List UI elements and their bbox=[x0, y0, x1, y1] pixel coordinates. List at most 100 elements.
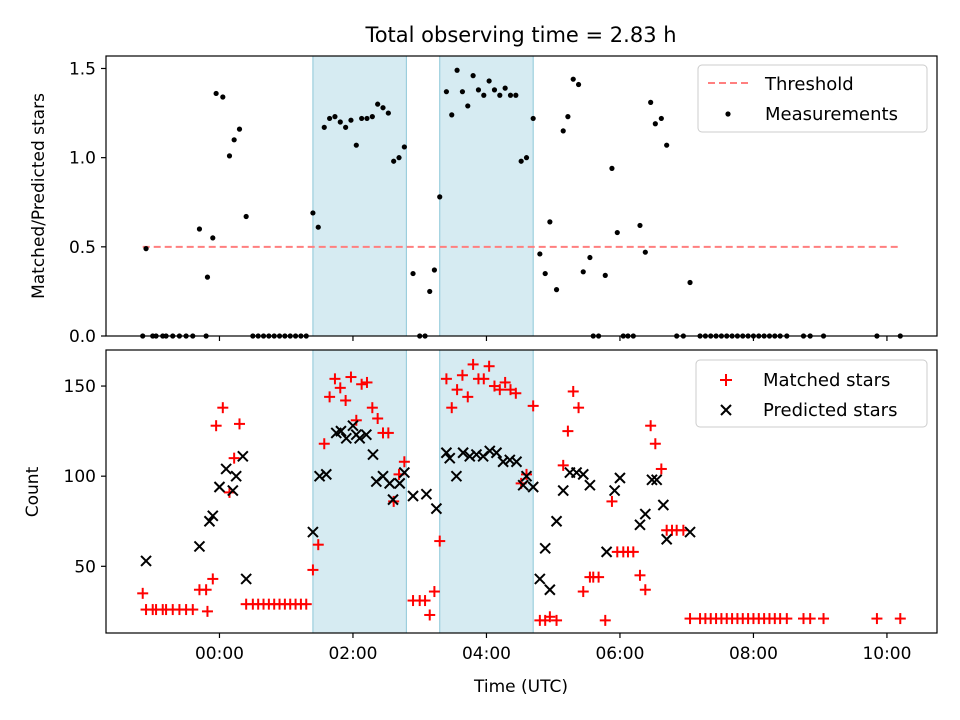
measurement-point bbox=[652, 121, 658, 127]
measurement-point bbox=[454, 67, 460, 73]
predicted-star-point bbox=[367, 448, 379, 461]
matched-star-point bbox=[356, 378, 368, 390]
measurement-point bbox=[348, 117, 354, 123]
matched-star-point bbox=[639, 584, 651, 596]
measurement-point bbox=[427, 288, 433, 295]
predicted-star-point bbox=[504, 454, 516, 466]
predicted-star-point bbox=[440, 447, 453, 459]
measurement-point bbox=[449, 112, 455, 118]
matched-star-point bbox=[366, 402, 378, 414]
predicted-star-point bbox=[639, 508, 652, 520]
shaded-interval-1 bbox=[312, 349, 407, 634]
matched-star-point bbox=[462, 391, 474, 403]
measurement-point bbox=[375, 101, 381, 107]
measurement-point bbox=[143, 246, 149, 252]
matched-star-point bbox=[207, 573, 219, 585]
matched-star-point bbox=[557, 459, 569, 471]
predicted-star-point bbox=[227, 484, 239, 497]
predicted-star-point bbox=[464, 450, 476, 463]
matched-star-point bbox=[200, 584, 212, 596]
measurement-point bbox=[315, 224, 321, 230]
matched-star-point bbox=[361, 376, 373, 388]
measurement-point bbox=[359, 115, 365, 122]
matched-star-point bbox=[521, 468, 533, 480]
measurement-point bbox=[401, 144, 407, 150]
matched-star-point bbox=[307, 564, 319, 576]
matched-star-point bbox=[567, 385, 579, 397]
measurement-point bbox=[609, 165, 615, 171]
measurement-point bbox=[213, 90, 219, 97]
measurement-point bbox=[243, 213, 249, 220]
predicted-star-point bbox=[510, 456, 523, 468]
predicted-star-point bbox=[140, 555, 152, 567]
bottom-x-axis: 00:00 02:00 04:00 06:00 08:00 10:00 bbox=[195, 633, 911, 664]
matched-star-point bbox=[372, 412, 384, 424]
measurement-point bbox=[560, 128, 566, 134]
top-panel: 0.0 0.5 1.0 1.5 Matched/Predicted stars Thr… bbox=[29, 55, 938, 347]
shaded-interval-2 bbox=[439, 55, 534, 337]
measurement-point bbox=[210, 235, 216, 241]
measurement-point bbox=[391, 158, 397, 164]
matched-star-point bbox=[428, 586, 440, 598]
matched-star-point bbox=[451, 384, 463, 396]
predicted-star-point bbox=[420, 488, 433, 500]
predicted-star-point bbox=[220, 463, 232, 475]
measurement-point bbox=[491, 87, 498, 93]
measurement-point bbox=[443, 89, 450, 95]
predicted-star-point bbox=[584, 479, 596, 491]
measurement-point bbox=[369, 114, 375, 120]
matched-star-point bbox=[312, 539, 324, 551]
matched-star-point bbox=[544, 611, 556, 623]
measurement-point bbox=[648, 99, 654, 105]
matched-star-point bbox=[593, 571, 605, 583]
matched-star-point bbox=[419, 595, 431, 607]
y-tick-label: 100 bbox=[64, 467, 96, 487]
predicted-star-point bbox=[230, 470, 242, 482]
matched-star-point bbox=[382, 427, 394, 439]
measurement-point bbox=[204, 274, 211, 280]
measurement-point bbox=[236, 126, 243, 132]
measurement-point bbox=[570, 76, 576, 82]
predicted-star-point bbox=[608, 484, 621, 497]
matched-star-point bbox=[645, 420, 657, 432]
matched-star-point bbox=[655, 463, 667, 475]
measurement-point bbox=[523, 155, 530, 161]
predicted-star-point bbox=[520, 470, 533, 482]
bottom-axes-frame bbox=[105, 349, 938, 634]
predicted-star-point bbox=[470, 448, 483, 461]
predicted-stars-legend-label: Predicted stars bbox=[763, 400, 897, 421]
bottom-legend: Matched stars Predicted stars bbox=[695, 359, 928, 428]
figure-title: Total observing time = 2.83 h bbox=[364, 23, 676, 47]
matched-star-point bbox=[398, 456, 410, 468]
measurement-point bbox=[587, 254, 593, 261]
top-x-axis bbox=[218, 336, 888, 341]
top-y-axis: 0.0 0.5 1.0 1.5 bbox=[69, 59, 106, 347]
matched-star-point bbox=[478, 373, 490, 385]
matched-star-point bbox=[233, 418, 245, 430]
measurement-point bbox=[332, 114, 338, 120]
predicted-star-point bbox=[684, 526, 696, 538]
predicted-star-point bbox=[557, 484, 569, 497]
measurement-point bbox=[481, 92, 487, 98]
predicted-star-point bbox=[539, 542, 551, 554]
predicted-star-point bbox=[646, 474, 658, 486]
matched-star-point bbox=[228, 452, 240, 464]
measurement-point bbox=[642, 249, 648, 255]
measurement-point bbox=[437, 194, 443, 200]
predicted-star-point bbox=[237, 450, 249, 463]
y-tick-label: 150 bbox=[64, 377, 96, 397]
predicted-star-point bbox=[407, 490, 419, 502]
measurement-point bbox=[470, 73, 476, 79]
predicted-star-point bbox=[660, 533, 673, 545]
x-tick-label: 10:00 bbox=[862, 644, 911, 664]
predicted-star-point bbox=[657, 499, 670, 511]
matched-star-point bbox=[345, 371, 357, 383]
matched-star-point bbox=[187, 604, 199, 616]
predicted-star-point bbox=[650, 474, 663, 486]
predicted-star-point bbox=[570, 466, 583, 479]
top-y-axis-label: Matched/Predicted stars bbox=[29, 93, 49, 299]
x-tick-label: 04:00 bbox=[462, 644, 511, 664]
predicted-star-point bbox=[550, 515, 563, 527]
